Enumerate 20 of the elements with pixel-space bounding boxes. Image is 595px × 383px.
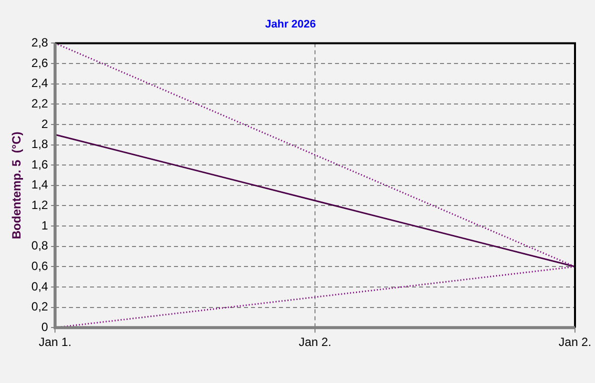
y-tick-label: 2 (41, 116, 48, 131)
y-tick-label: 1 (41, 218, 48, 232)
y-tick-label: 0 (41, 320, 48, 334)
y-tick-label: 2,6 (31, 56, 48, 70)
x-tick-label: Jan 2. (298, 335, 332, 350)
y-tick-label: 2,8 (31, 36, 48, 50)
y-tick-label: 0,4 (31, 279, 48, 294)
y-tick-label: 1,6 (31, 157, 48, 172)
y-tick-label: 2,2 (31, 96, 48, 110)
y-tick-label: 2,4 (31, 76, 48, 90)
y-tick-label: 1,8 (31, 137, 48, 152)
y-axis-title: Bodentemp. 5 (°C) (10, 132, 24, 240)
y-tick-label: 1,2 (31, 198, 48, 212)
chart-title: Jahr 2026 (265, 18, 316, 31)
y-tick-label: 1,4 (31, 178, 48, 192)
x-tick-label: Jan 1. (38, 335, 72, 350)
x-tick-label: Jan 2. (558, 335, 592, 350)
y-tick-label: 0,8 (31, 238, 48, 253)
y-tick-label: 0,2 (31, 300, 48, 314)
y-tick-label: 0,6 (31, 258, 48, 273)
